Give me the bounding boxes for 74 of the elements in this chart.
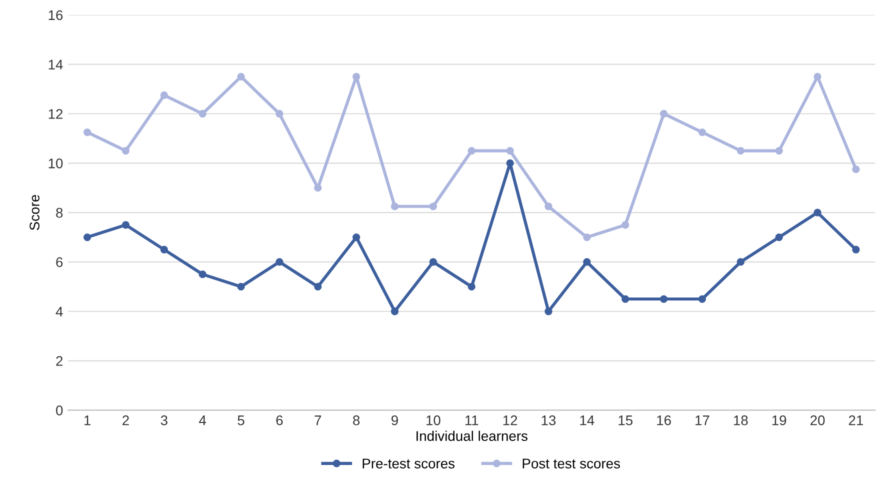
x-tick-label: 21 xyxy=(848,415,863,426)
point xyxy=(506,159,514,167)
point xyxy=(468,146,476,155)
y-tick-label: 4 xyxy=(56,306,63,316)
point xyxy=(83,233,92,242)
y-tick-label: 16 xyxy=(48,10,63,20)
x-tick-label: 5 xyxy=(238,416,244,426)
x-tick-label: 18 xyxy=(734,415,748,426)
x-tick-label: 4 xyxy=(199,416,206,426)
point xyxy=(698,295,706,303)
point xyxy=(622,295,630,303)
y-tick-label: 0 xyxy=(56,406,63,416)
x-tick-label: 13 xyxy=(542,415,556,426)
x-tick-label: 2 xyxy=(122,415,129,426)
x-tick-label: 6 xyxy=(276,415,283,426)
point xyxy=(122,146,130,155)
point xyxy=(429,202,437,210)
x-tick-label: 9 xyxy=(392,415,398,426)
legend-label: Pre-test scores xyxy=(362,458,455,468)
point xyxy=(237,72,245,81)
point xyxy=(583,233,591,242)
x-tick-label: 3 xyxy=(160,415,168,426)
x-tick-label: 10 xyxy=(426,415,440,426)
point xyxy=(775,146,783,155)
x-tick-label: 14 xyxy=(580,416,594,426)
x-tick-label: 1 xyxy=(84,416,90,426)
point xyxy=(352,233,360,242)
x-tick-label: 15 xyxy=(618,416,632,426)
point xyxy=(660,110,668,118)
point xyxy=(852,246,860,254)
point xyxy=(160,246,168,254)
point xyxy=(390,308,399,316)
x-tick-label: 8 xyxy=(353,415,360,426)
point xyxy=(698,128,706,136)
x-tick-label: 11 xyxy=(465,416,478,426)
point xyxy=(314,184,322,192)
point xyxy=(160,91,168,100)
y-tick-label: 8 xyxy=(56,208,63,218)
point xyxy=(736,146,744,155)
x-axis-title: Individual learners xyxy=(416,430,528,441)
point xyxy=(429,258,437,266)
x-tick-label: 12 xyxy=(503,415,518,426)
y-tick-label: 12 xyxy=(48,109,63,119)
x-tick-label: 7 xyxy=(314,416,322,426)
legend-label: Post test scores xyxy=(522,458,620,468)
point xyxy=(468,282,476,290)
point xyxy=(814,208,822,216)
point xyxy=(506,146,514,155)
y-tick-label: 2 xyxy=(56,356,63,366)
x-tick-label: 16 xyxy=(657,415,671,426)
y-tick-label: 14 xyxy=(48,60,63,70)
point xyxy=(660,295,668,303)
point xyxy=(775,233,783,242)
point xyxy=(314,282,322,290)
y-axis-title: Score xyxy=(30,195,40,230)
point xyxy=(237,282,245,290)
y-tick-label: 6 xyxy=(56,257,63,268)
point xyxy=(736,258,744,266)
point xyxy=(583,258,591,266)
point xyxy=(276,110,284,118)
point xyxy=(83,128,92,136)
point xyxy=(198,270,206,278)
x-tick-label: 19 xyxy=(772,415,786,426)
point xyxy=(544,202,552,210)
point xyxy=(852,166,860,174)
point xyxy=(544,308,552,316)
y-tick-label: 10 xyxy=(48,158,63,168)
point xyxy=(276,258,284,266)
point xyxy=(198,110,206,118)
x-tick-label: 20 xyxy=(810,415,825,426)
x-tick-label: 17 xyxy=(696,416,710,426)
point xyxy=(390,202,399,210)
point xyxy=(622,221,630,229)
point xyxy=(122,221,130,229)
